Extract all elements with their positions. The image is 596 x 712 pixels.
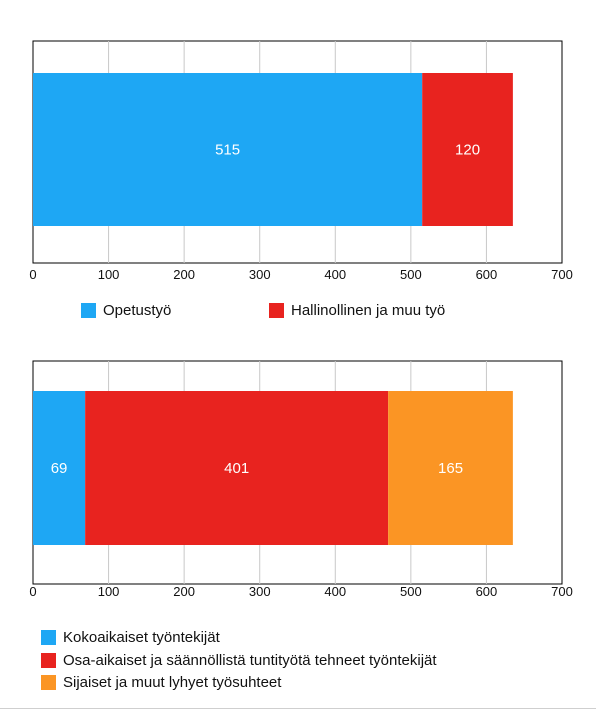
legend-swatch — [41, 675, 56, 690]
x-tick-label: 300 — [249, 267, 271, 282]
x-tick-label: 0 — [29, 267, 36, 282]
x-tick-label: 400 — [324, 267, 346, 282]
bar-segment — [388, 391, 513, 545]
legend-label: Sijaiset ja muut lyhyet työsuhteet — [63, 674, 282, 691]
data-label: 165 — [438, 460, 463, 477]
legend-swatch — [41, 630, 56, 645]
legend-label: Kokoaikaiset työntekijät — [63, 629, 221, 646]
x-tick-label: 300 — [249, 584, 271, 599]
x-tick-label: 700 — [551, 267, 573, 282]
legend-swatch — [269, 303, 284, 318]
bar-segment — [33, 391, 86, 545]
x-tick-label: 500 — [400, 584, 422, 599]
x-tick-label: 100 — [98, 584, 120, 599]
bottom-divider — [0, 708, 596, 709]
x-tick-label: 700 — [551, 584, 573, 599]
legend-label: Opetustyö — [103, 302, 171, 319]
data-label: 120 — [455, 142, 480, 159]
x-tick-label: 600 — [476, 267, 498, 282]
x-tick-label: 100 — [98, 267, 120, 282]
x-tick-label: 0 — [29, 584, 36, 599]
x-tick-label: 400 — [324, 584, 346, 599]
bar-segment — [422, 73, 513, 226]
x-tick-label: 600 — [476, 584, 498, 599]
legend-swatch — [81, 303, 96, 318]
x-tick-label: 200 — [173, 584, 195, 599]
bar-segment — [85, 391, 389, 545]
bar-segment — [33, 73, 423, 226]
x-tick-label: 500 — [400, 267, 422, 282]
legend-label: Hallinollinen ja muu työ — [291, 302, 445, 319]
data-label: 515 — [215, 142, 240, 159]
x-tick-label: 200 — [173, 267, 195, 282]
data-label: 401 — [224, 460, 249, 477]
data-label: 69 — [51, 460, 68, 477]
legend-swatch — [41, 653, 56, 668]
legend-label: Osa-aikaiset ja säännöllistä tuntityötä … — [63, 652, 437, 669]
